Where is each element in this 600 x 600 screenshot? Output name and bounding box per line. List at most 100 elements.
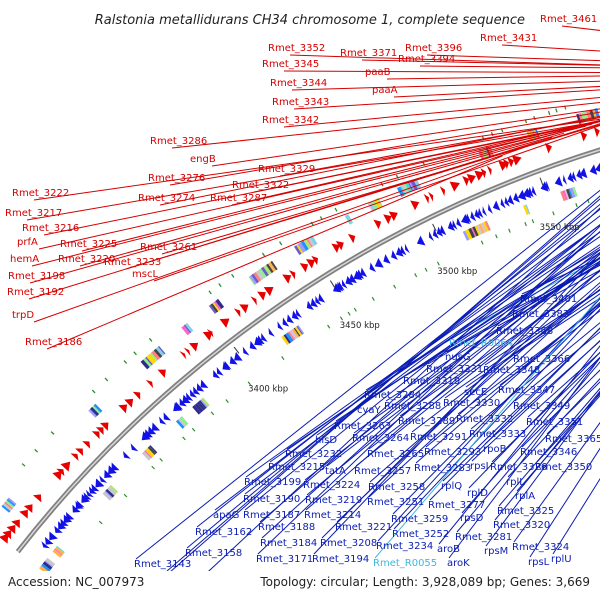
cog-block bbox=[344, 215, 351, 225]
forward-gene bbox=[335, 240, 344, 251]
forward-connector bbox=[426, 54, 600, 62]
cog-block bbox=[413, 178, 421, 189]
reverse-gene bbox=[91, 483, 100, 492]
forward-gene bbox=[428, 191, 434, 202]
reverse-connector bbox=[245, 224, 600, 478]
forward-connector bbox=[31, 125, 587, 267]
reverse-gene-label: apaG bbox=[213, 510, 239, 521]
cog-block bbox=[52, 549, 62, 558]
feature-mark bbox=[347, 311, 351, 316]
reverse-gene bbox=[175, 401, 184, 410]
reverse-gene bbox=[159, 416, 167, 425]
cog-block bbox=[213, 300, 222, 311]
reverse-gene bbox=[531, 185, 537, 197]
forward-gene bbox=[282, 274, 292, 284]
reverse-connector bbox=[442, 327, 600, 482]
reverse-gene bbox=[189, 389, 198, 398]
reverse-gene bbox=[452, 219, 458, 230]
reverse-connector bbox=[306, 251, 600, 496]
reverse-gene-label: cyaY bbox=[357, 405, 382, 416]
reverse-gene bbox=[395, 246, 404, 257]
reverse-gene bbox=[261, 333, 268, 342]
reverse-gene bbox=[130, 443, 139, 452]
kbp-tick-label: 3550 kbp bbox=[540, 223, 580, 233]
feature-mark bbox=[21, 463, 26, 467]
forward-connector bbox=[283, 96, 600, 128]
forward-gene bbox=[410, 200, 420, 211]
reverse-connector bbox=[135, 189, 600, 560]
reverse-gene bbox=[374, 257, 384, 268]
reverse-gene-label: Rmet_3277 bbox=[428, 500, 485, 511]
feature-mark bbox=[231, 273, 235, 278]
reverse-gene-label: Rmet_3333 bbox=[469, 429, 526, 440]
reverse-gene bbox=[99, 475, 108, 483]
reverse-gene-label: nusG bbox=[445, 352, 471, 363]
reverse-gene-label: Rmet_3332 bbox=[456, 414, 513, 425]
cog-block bbox=[255, 270, 265, 281]
cog-block bbox=[471, 227, 477, 237]
forward-gene bbox=[2, 530, 12, 540]
feature-mark bbox=[261, 252, 266, 257]
cog-block bbox=[147, 353, 157, 363]
cog-block bbox=[268, 261, 277, 272]
cog-block bbox=[151, 350, 161, 361]
forward-gene bbox=[439, 186, 446, 197]
feature-mark bbox=[151, 465, 155, 470]
kbp-tick-mark bbox=[233, 346, 240, 354]
forward-gene bbox=[511, 155, 522, 166]
cog-block bbox=[296, 244, 304, 254]
reverse-gene bbox=[504, 196, 510, 207]
cog-block bbox=[480, 222, 487, 233]
feature-mark bbox=[547, 110, 551, 116]
reverse-connector bbox=[470, 322, 600, 430]
cog-block bbox=[270, 260, 278, 271]
cog-block bbox=[309, 235, 318, 246]
forward-gene bbox=[118, 404, 128, 414]
reverse-gene bbox=[163, 412, 171, 421]
forward-connector bbox=[29, 132, 565, 284]
forward-gene bbox=[311, 255, 319, 266]
cog-block bbox=[44, 560, 54, 568]
reverse-gene-label: Rmet_3199 bbox=[244, 477, 301, 488]
cog-block bbox=[560, 190, 566, 202]
forward-gene-label: Rmet_3345 bbox=[262, 59, 319, 70]
forward-connector bbox=[46, 155, 503, 350]
reverse-gene-label: Rmet_3224 bbox=[303, 480, 360, 491]
reverse-connector bbox=[261, 230, 600, 539]
forward-gene bbox=[19, 509, 28, 519]
forward-connector bbox=[361, 59, 600, 66]
feature-mark bbox=[104, 377, 109, 382]
forward-gene bbox=[60, 461, 71, 472]
reverse-connector bbox=[513, 421, 600, 543]
reverse-gene bbox=[291, 310, 300, 320]
reverse-gene-label: aroB bbox=[437, 544, 460, 555]
feature-mark bbox=[531, 219, 535, 224]
reverse-gene bbox=[576, 169, 583, 180]
forward-gene bbox=[502, 158, 510, 170]
reverse-gene-label: Rmet_3330 bbox=[443, 398, 500, 409]
reverse-gene-label: Rmet_3143 bbox=[134, 559, 191, 570]
reverse-connector bbox=[257, 225, 600, 555]
reverse-gene-label: Rmet_3219 bbox=[305, 495, 362, 506]
reverse-gene-label: Rmet_3252 bbox=[392, 529, 449, 540]
reverse-gene bbox=[83, 492, 92, 500]
forward-gene bbox=[52, 471, 62, 481]
reverse-gene bbox=[461, 213, 471, 224]
reverse-connector bbox=[514, 331, 600, 402]
cog-block bbox=[212, 302, 220, 312]
kbp-tick-mark bbox=[432, 223, 437, 232]
reverse-gene bbox=[391, 250, 398, 260]
cog-block bbox=[7, 497, 17, 506]
cog-block bbox=[300, 240, 309, 251]
reverse-gene-label: Rmet_3257 bbox=[354, 466, 411, 477]
reverse-gene bbox=[571, 171, 577, 182]
forward-gene bbox=[233, 308, 241, 318]
forward-gene-label: Rmet_3461 bbox=[540, 14, 597, 25]
reverse-gene bbox=[456, 217, 463, 228]
feature-mark bbox=[148, 337, 153, 342]
reverse-gene bbox=[432, 228, 439, 239]
cog-block bbox=[149, 445, 158, 454]
reverse-gene bbox=[282, 317, 290, 327]
cog-block bbox=[140, 359, 150, 370]
forward-gene bbox=[202, 331, 213, 341]
